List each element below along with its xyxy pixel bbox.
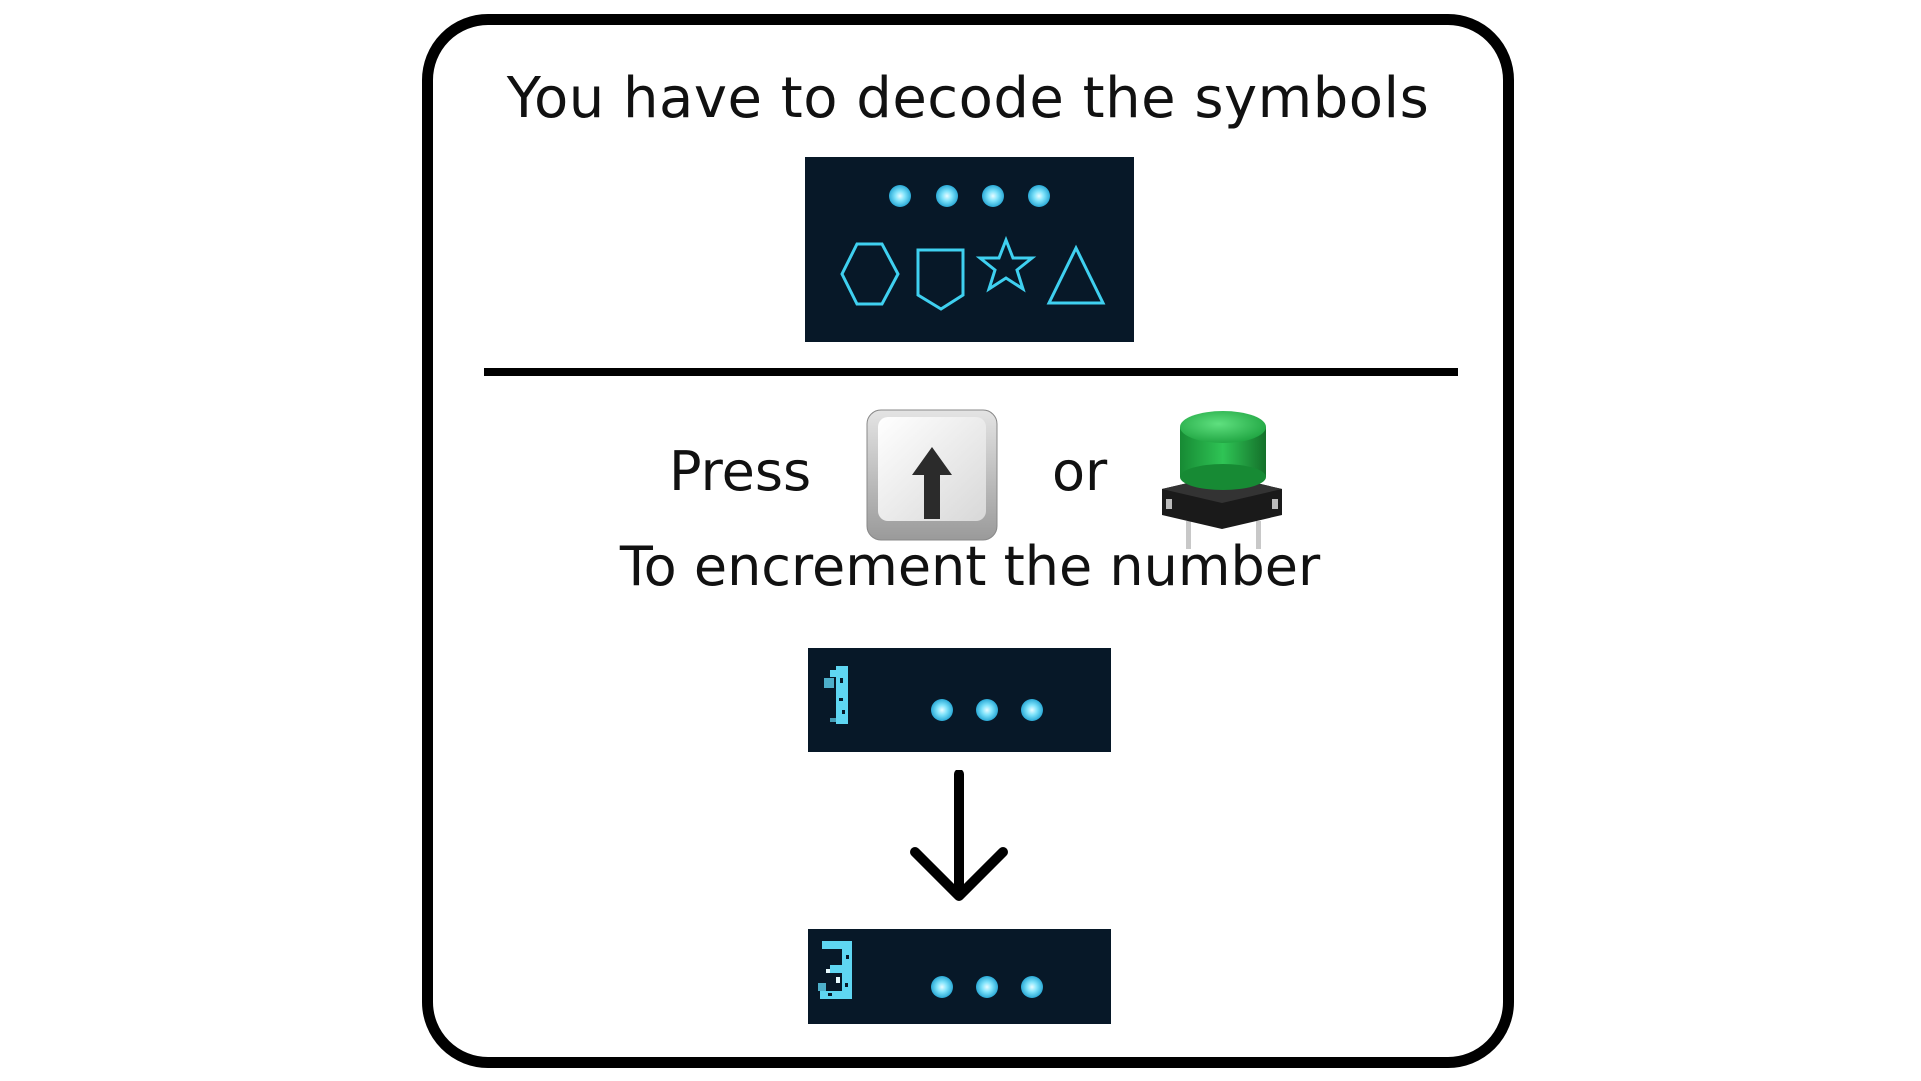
divider-line bbox=[484, 368, 1458, 376]
shield-icon bbox=[916, 248, 965, 311]
indicator-dot bbox=[982, 185, 1004, 207]
indicator-dot bbox=[1028, 185, 1050, 207]
increment-label: To encrement the number bbox=[619, 535, 1321, 598]
triangle-icon bbox=[1046, 244, 1106, 305]
instruction-heading: You have to decode the symbols bbox=[506, 66, 1430, 131]
press-label: Press bbox=[669, 440, 812, 503]
digit-three-glyph bbox=[818, 941, 852, 999]
number-panel-before bbox=[808, 648, 1111, 752]
down-arrow-icon bbox=[910, 769, 1008, 905]
push-button-icon bbox=[1158, 403, 1286, 551]
indicator-dot bbox=[889, 185, 911, 207]
indicator-dot bbox=[976, 976, 998, 998]
indicator-dot bbox=[1021, 699, 1043, 721]
digit-one-glyph bbox=[824, 666, 848, 724]
symbol-panel bbox=[805, 157, 1134, 342]
or-label: or bbox=[1052, 440, 1108, 503]
indicator-dot bbox=[931, 699, 953, 721]
indicator-dot bbox=[936, 185, 958, 207]
up-arrow-key-icon bbox=[866, 409, 998, 541]
hexagon-icon bbox=[840, 242, 900, 306]
indicator-dot bbox=[931, 976, 953, 998]
indicator-dot bbox=[1021, 976, 1043, 998]
star-icon bbox=[975, 235, 1037, 293]
indicator-dot bbox=[976, 699, 998, 721]
number-panel-after bbox=[808, 929, 1111, 1024]
